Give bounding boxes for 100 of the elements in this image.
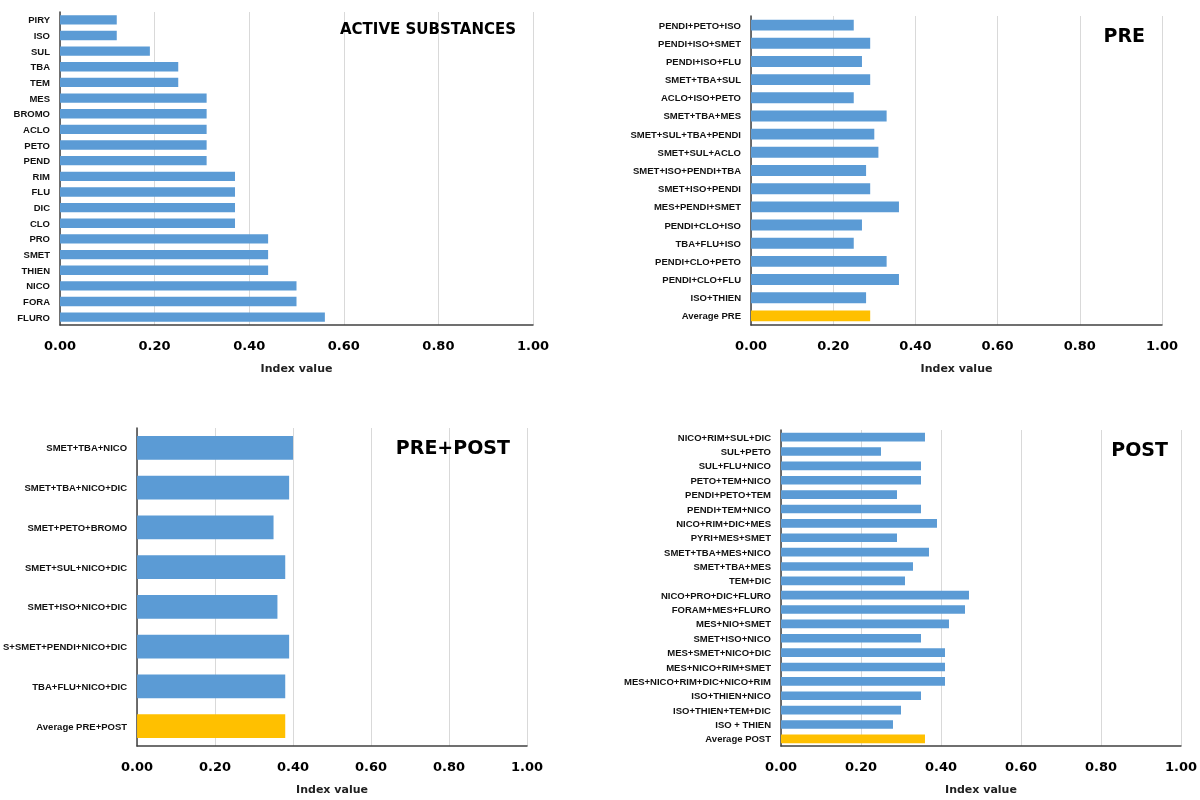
y-tick-label: TBA	[30, 61, 51, 73]
bar	[781, 504, 921, 514]
x-tick-label: 0.20	[817, 338, 850, 353]
x-tick-label: 1.00	[516, 338, 550, 353]
y-tick-label: SMET+ISO+NICO	[693, 632, 771, 644]
y-tick-label: SMET+SUL+NICO+DIC	[24, 561, 128, 573]
bar	[781, 475, 921, 485]
y-tick-label: PEND	[23, 155, 51, 167]
x-tick-label: 0.40	[924, 759, 958, 774]
y-tick-label: PENDI+CLO+FLU	[662, 274, 742, 286]
x-axis-title: Index value	[920, 362, 993, 375]
bar	[60, 265, 269, 275]
bar	[781, 461, 921, 471]
x-tick-label: 1.00	[1164, 759, 1197, 774]
y-tick-label: MES+PENDI+SMET	[653, 201, 742, 213]
y-tick-label: MES+SMET+NICO+DIC	[667, 647, 772, 659]
bar	[781, 633, 921, 643]
bar	[751, 55, 862, 67]
y-tick-label: FLU	[31, 186, 51, 198]
y-tick-label: FORA	[23, 296, 51, 308]
bar	[781, 677, 945, 686]
y-tick-label: PETO	[24, 139, 50, 151]
bar	[781, 447, 881, 456]
y-tick-label: FORAM+MES+FLURO	[671, 604, 771, 616]
bar	[60, 155, 207, 166]
y-tick-label: PENDI+CLO+PETO	[655, 255, 741, 267]
bar	[60, 312, 325, 322]
bar	[751, 183, 871, 195]
x-tick-label: 0.60	[981, 338, 1014, 353]
y-tick-label: ISO+THIEN	[690, 292, 742, 304]
y-tick-label: Average POST	[705, 733, 772, 745]
y-tick-label: SMET+SUL+TBA+PENDI	[630, 128, 741, 140]
bar	[781, 519, 937, 528]
bar	[781, 547, 929, 557]
x-tick-label: 0.80	[1063, 338, 1096, 353]
bar	[781, 691, 921, 701]
bar	[781, 432, 925, 442]
y-tick-label: SMET+PETO+BROMO	[27, 521, 128, 533]
y-tick-label: THIEN	[21, 264, 51, 276]
y-tick-label: PENDI+ISO+FLU	[666, 55, 742, 67]
bar	[751, 128, 875, 140]
y-tick-label: NICO+RIM+SUL+DIC	[677, 431, 772, 443]
bar	[781, 490, 897, 499]
bar	[781, 648, 945, 657]
bar	[60, 187, 236, 197]
y-tick-label: PIRY	[28, 14, 51, 26]
y-tick-label: PENDI+ISO+SMET	[658, 37, 742, 49]
y-tick-label: SMET+ISO+PENDI	[658, 183, 741, 195]
bar	[751, 255, 887, 267]
x-tick-label: 0.00	[764, 759, 798, 774]
bar	[781, 533, 897, 543]
y-tick-label: SMET+SUL+ACLO	[657, 146, 741, 158]
y-tick-label: ISO+THIEN+TEM+DIC	[673, 704, 772, 716]
y-tick-label: SUL	[31, 45, 51, 57]
y-tick-label: SUL+PETO	[720, 446, 771, 458]
bar	[751, 274, 899, 286]
bar	[751, 292, 867, 304]
bar	[60, 171, 236, 182]
bar	[781, 720, 893, 729]
y-tick-label: SMET+TBA+NICO+DIC	[24, 482, 128, 494]
bar	[751, 37, 871, 49]
y-tick-label: SMET	[23, 249, 51, 261]
y-tick-label: FLURO	[17, 311, 50, 323]
y-tick-label: NICO	[26, 280, 50, 292]
y-tick-label: Average PRE	[681, 310, 741, 322]
x-tick-label: 0.60	[1004, 759, 1038, 774]
y-tick-label: MES+NICO+RIM+DIC+NICO+RIM	[623, 675, 772, 687]
x-axis-title: Index value	[945, 783, 1017, 796]
bar	[751, 310, 871, 322]
x-tick-label: 0.80	[422, 338, 455, 353]
bar	[60, 124, 207, 135]
chart-title: POST	[1111, 437, 1169, 460]
bar	[60, 140, 207, 150]
y-tick-label: TBA+FLU+NICO+DIC	[32, 680, 128, 692]
y-tick-label: NICO+PRO+DIC+FLURO	[660, 589, 771, 601]
bar	[751, 219, 862, 231]
y-tick-label: ACLO	[23, 123, 50, 135]
y-tick-label: PENDI+PETO+ISO	[658, 19, 741, 31]
bar	[751, 92, 854, 104]
bar	[781, 590, 969, 600]
bar	[60, 46, 150, 56]
y-tick-label: CLO	[29, 217, 50, 229]
y-tick-label: MES	[29, 92, 50, 104]
bar	[781, 705, 901, 715]
x-axis-title: Index value	[260, 362, 333, 375]
y-tick-label: PYRI+MES+SMET	[690, 532, 772, 544]
chart-title: PRE	[1103, 23, 1146, 46]
x-tick-label: 0.40	[233, 338, 266, 353]
bar	[781, 605, 965, 614]
y-tick-label: RIM	[32, 170, 51, 182]
x-tick-label: 0.20	[199, 759, 232, 774]
y-tick-label: MES+NICO+RIM+SMET	[666, 661, 772, 673]
bar	[60, 62, 179, 72]
bar	[781, 619, 949, 629]
x-axis-title: Index value	[296, 783, 368, 796]
y-tick-label: PENDI+PETO+TEM	[685, 489, 772, 501]
x-tick-label: 0.60	[327, 338, 360, 353]
y-tick-label: PENDI+TEM+NICO	[687, 503, 771, 515]
bar	[60, 202, 236, 213]
y-tick-label: S+SMET+PENDI+NICO+DIC	[3, 641, 128, 653]
